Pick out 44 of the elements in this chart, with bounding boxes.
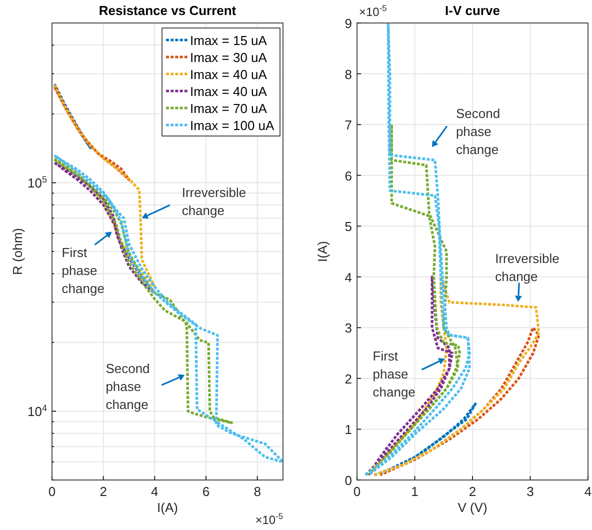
y-tick-label: 8 <box>344 66 352 82</box>
legend-label: Imax = 70 uA <box>190 101 268 116</box>
line-series <box>53 84 130 182</box>
x-axis-title: I(A) <box>157 500 178 515</box>
x-tick-label: 3 <box>526 484 534 499</box>
y-tick-label: 3 <box>344 320 352 336</box>
annotation: Second phase change <box>456 106 500 158</box>
x-axis-title: V (V) <box>458 500 488 515</box>
legend-label: Imax = 30 uA <box>190 50 268 65</box>
legend-label: Imax = 15 uA <box>190 33 268 48</box>
chart-title: Resistance vs Current <box>98 3 237 18</box>
y-tick-label: 1 <box>344 422 352 438</box>
x-tick-label: 2 <box>468 484 476 499</box>
annotation: First phase change <box>62 244 104 296</box>
x-tick-label: 4 <box>151 484 158 499</box>
y-tick-label: 10$^{4}$ <box>27 403 47 420</box>
y-tick-label: 0 <box>344 473 352 488</box>
legend-label: Imax = 40 uA <box>190 67 268 82</box>
y-tick-label: 2 <box>344 371 352 386</box>
text: ×10$^{-5}$ <box>255 511 284 527</box>
legend-label: Imax = 100 uA <box>190 118 275 133</box>
y-tick-label: 7 <box>344 118 352 133</box>
legend-label: Imax = 40 uA <box>190 84 268 99</box>
annotation: Irreversible change <box>182 185 246 218</box>
x-tick-label: 8 <box>254 484 261 499</box>
y-axis-title: R (ohm) <box>10 228 25 275</box>
text: ×10$^{-5}$ <box>359 3 388 19</box>
chart-title: I-V curve <box>445 3 500 18</box>
y-axis-title: I(A) <box>315 241 330 262</box>
x-tick-label: 6 <box>202 484 210 499</box>
y-tick-label: 9 <box>344 16 352 31</box>
y-tick-label: 4 <box>344 270 352 285</box>
annotation: First phase change <box>372 348 416 400</box>
x-tick-label: 2 <box>100 484 107 499</box>
annotation: Irreversible change <box>495 250 560 284</box>
line-series <box>53 154 284 464</box>
y-tick-label: 5 <box>344 219 352 234</box>
annotation: Second phase change <box>106 361 150 412</box>
y-tick-label: 10$^{5}$ <box>27 174 47 191</box>
line-series <box>53 162 156 294</box>
line-series <box>53 82 92 150</box>
x-tick-label: 1 <box>411 484 418 499</box>
x-tick-label: 4 <box>584 484 592 499</box>
y-tick-label: 6 <box>344 168 352 184</box>
